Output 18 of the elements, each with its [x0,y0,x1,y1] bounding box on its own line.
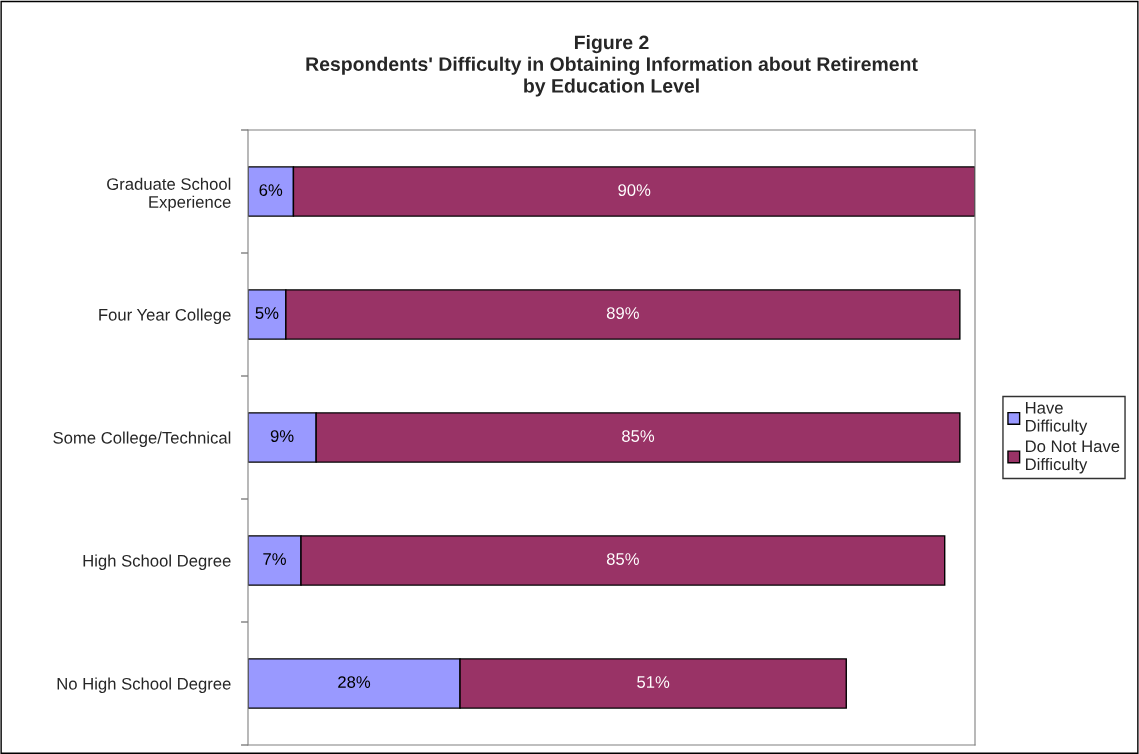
data-label: 90% [618,184,651,196]
y-tick-label: High School Degree [83,554,231,570]
data-label: 28% [338,676,371,688]
data-label: 51% [637,676,670,688]
data-label: 85% [622,430,655,442]
data-label: 7% [263,553,286,565]
data-label: 89% [606,307,639,319]
data-label: 6% [259,184,283,196]
legend-label: Do Not Have Difficulty [1026,440,1120,474]
legend-label: Have Difficulty [1026,402,1088,435]
y-tick-label: Four Year College [99,308,231,324]
data-label: 85% [606,553,639,565]
y-tick-label: Graduate School Experience [107,177,231,212]
data-label: 9% [270,430,294,442]
y-tick-label: No High School Degree [57,677,231,693]
y-tick-label: Some College/Technical [53,431,231,447]
chart-title: Figure 2 Respondents' Difficulty in Obtaining Information about Retirement by Education Level [306,35,918,97]
data-label: 5% [255,307,279,319]
